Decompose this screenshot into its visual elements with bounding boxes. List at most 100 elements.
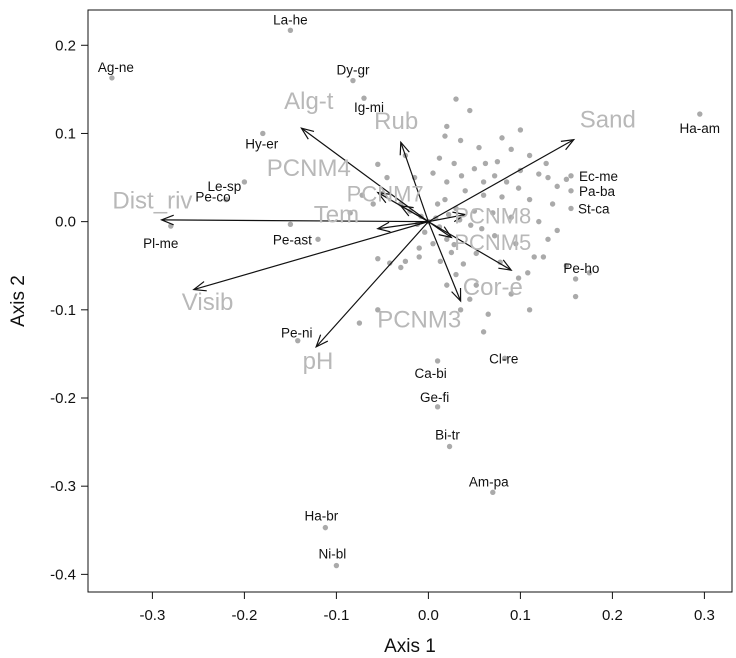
arrow-head: [399, 204, 414, 217]
site-point: [540, 254, 547, 260]
env-label: Dist_riv: [112, 187, 192, 214]
species-label: Pe-ho: [563, 261, 599, 276]
x-tick-label: -0.1: [323, 607, 349, 624]
site-point: [491, 233, 498, 239]
site-point: [499, 135, 505, 141]
species-label: Ha-br: [304, 509, 338, 524]
species-point: [568, 205, 574, 212]
arrow-shaft: [377, 221, 429, 230]
site-point: [315, 236, 321, 242]
species-label-layer: La-he Ag-ne Dy-gr Ig-mi Ha-am Hy-er Ec-me Le-sp…: [98, 12, 720, 561]
env-label: PCNM7: [347, 181, 424, 206]
species-point: [568, 188, 574, 194]
species-label: Am-pa: [469, 474, 509, 489]
env-vector-cor-e: [428, 221, 513, 271]
site-point: [370, 201, 376, 207]
site-point: [458, 173, 465, 179]
site-point: [384, 174, 390, 181]
site-point: [457, 137, 464, 144]
site-point: [515, 275, 522, 281]
site-point: [480, 329, 487, 335]
species-label: Dy-gr: [336, 63, 370, 78]
species-point: [350, 77, 356, 84]
species-point: [568, 173, 574, 179]
species-point: [287, 27, 294, 33]
species-point: [287, 221, 294, 227]
site-point: [375, 307, 381, 313]
species-label: Bi-tr: [435, 428, 460, 443]
species-label: Cl-re: [489, 351, 518, 366]
site-point: [444, 282, 450, 288]
site-point: [437, 258, 444, 265]
site-point: [462, 188, 468, 194]
env-vector-sand: [428, 138, 576, 223]
env-label: Tem: [314, 202, 359, 229]
arrow-shaft: [428, 213, 466, 223]
site-point: [545, 236, 551, 242]
site-point: [531, 254, 537, 260]
site-point: [436, 155, 443, 161]
species-label: Pe-ni: [281, 326, 313, 341]
site-point: [508, 146, 514, 153]
y-tick-label: -0.3: [50, 478, 76, 495]
site-point: [375, 161, 381, 168]
site-point: [572, 276, 579, 282]
site-point: [503, 179, 510, 185]
species-label: Ge-fi: [420, 390, 449, 405]
x-tick-label: 0.2: [602, 607, 623, 624]
site-point: [476, 144, 482, 151]
env-label: PCNM5: [454, 230, 531, 255]
site-point: [422, 229, 428, 235]
x-tick-label: 0.0: [418, 607, 439, 624]
site-point: [457, 307, 464, 313]
arrow-head: [315, 334, 329, 349]
env-vector-dist-riv: [159, 214, 429, 226]
x-tick-label: 0.3: [694, 607, 715, 624]
site-point: [398, 264, 404, 271]
site-point: [359, 192, 365, 198]
site-point: [554, 183, 560, 190]
env-label: pH: [303, 348, 334, 375]
arrow-head: [192, 281, 207, 292]
site-point: [536, 171, 542, 177]
arrow-shaft: [428, 221, 512, 271]
site-point: [442, 196, 448, 203]
site-point: [453, 271, 459, 278]
env-label: Visib: [182, 289, 234, 316]
site-point: [460, 261, 467, 267]
site-point: [549, 201, 556, 207]
site-point: [526, 152, 533, 159]
site-point: [491, 173, 498, 179]
site-point: [402, 258, 409, 265]
site-point: [430, 240, 436, 247]
arrow-shaft: [428, 139, 575, 223]
site-point: [467, 296, 473, 302]
species-label: Ag-ne: [98, 60, 134, 75]
species-point: [322, 524, 329, 531]
arrow-shaft: [427, 221, 462, 302]
species-point: [446, 443, 453, 450]
site-point: [453, 96, 459, 102]
site-point: [445, 211, 452, 218]
env-vector-pcnm8: [428, 211, 467, 223]
env-vector-visib: [192, 221, 429, 292]
site-point: [387, 260, 393, 266]
species-point: [434, 358, 441, 364]
arrow-head: [498, 259, 513, 271]
site-point: [517, 127, 524, 133]
arrow-head: [438, 226, 453, 239]
site-point: [494, 158, 501, 165]
site-point: [536, 218, 542, 225]
site-point: [545, 174, 551, 181]
site-point: [543, 160, 549, 167]
site-point: [485, 311, 491, 317]
site-point: [442, 133, 448, 139]
site-point: [434, 201, 441, 207]
x-tick-label: -0.2: [231, 607, 257, 624]
env-vector-ph: [315, 221, 429, 349]
arrow-head: [560, 138, 576, 151]
species-point: [490, 489, 496, 496]
env-vector-tem: [376, 221, 429, 233]
